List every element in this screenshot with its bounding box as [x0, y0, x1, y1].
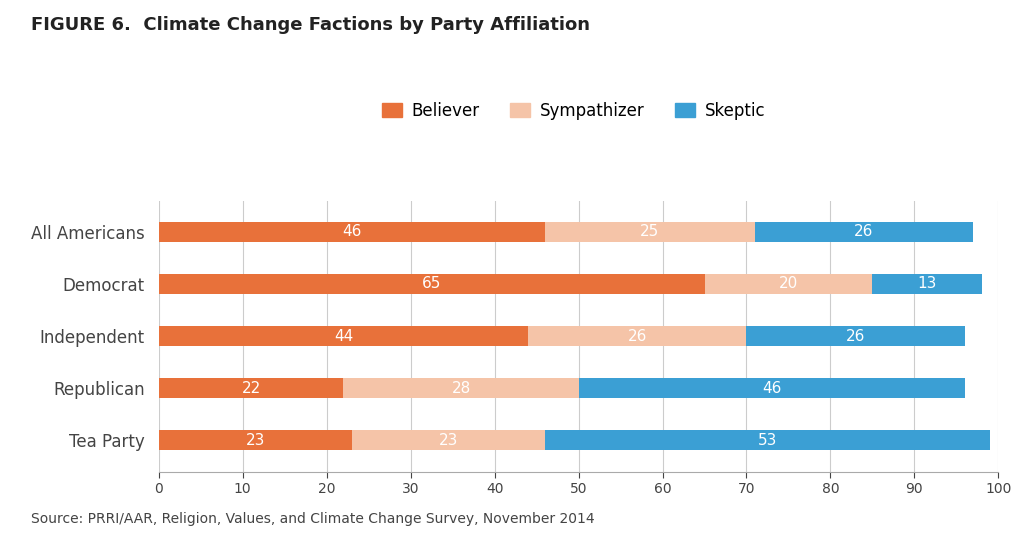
- Text: Source: PRRI/AAR, Religion, Values, and Climate Change Survey, November 2014: Source: PRRI/AAR, Religion, Values, and …: [31, 512, 594, 526]
- Bar: [159, 274, 705, 294]
- Bar: [545, 430, 990, 450]
- Bar: [352, 430, 545, 450]
- Bar: [528, 326, 746, 346]
- Text: 26: 26: [628, 328, 647, 344]
- Bar: [705, 274, 872, 294]
- Bar: [746, 326, 965, 346]
- Legend: Believer, Sympathizer, Skeptic: Believer, Sympathizer, Skeptic: [375, 95, 772, 126]
- Bar: [159, 222, 545, 242]
- Text: 22: 22: [242, 380, 261, 396]
- Bar: [872, 274, 982, 294]
- Text: 26: 26: [854, 224, 873, 240]
- Text: 46: 46: [342, 224, 361, 240]
- Bar: [343, 378, 579, 398]
- Text: 13: 13: [918, 276, 937, 292]
- Text: 44: 44: [334, 328, 353, 344]
- Bar: [755, 222, 973, 242]
- Bar: [579, 378, 965, 398]
- Bar: [159, 430, 352, 450]
- Bar: [159, 326, 528, 346]
- Text: 46: 46: [762, 380, 781, 396]
- Bar: [545, 222, 755, 242]
- Text: 23: 23: [438, 433, 458, 448]
- Text: 53: 53: [758, 433, 777, 448]
- Bar: [159, 378, 343, 398]
- Text: 20: 20: [779, 276, 798, 292]
- Text: 26: 26: [846, 328, 865, 344]
- Text: 25: 25: [640, 224, 659, 240]
- Text: FIGURE 6.  Climate Change Factions by Party Affiliation: FIGURE 6. Climate Change Factions by Par…: [31, 16, 590, 34]
- Text: 23: 23: [246, 433, 265, 448]
- Text: 65: 65: [422, 276, 441, 292]
- Text: 28: 28: [452, 380, 471, 396]
